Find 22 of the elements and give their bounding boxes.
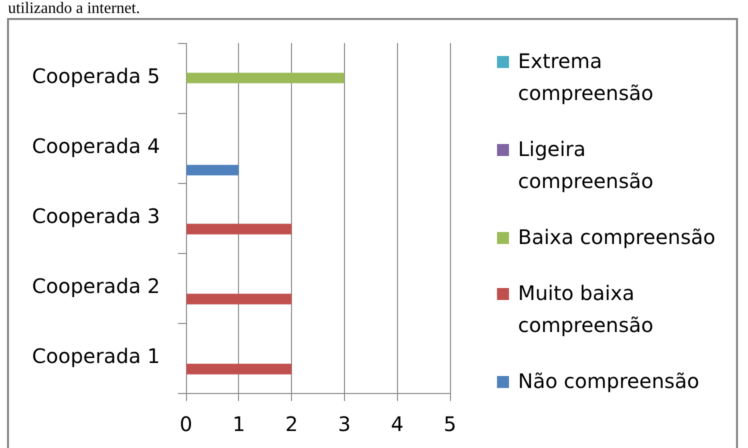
x-tick-label: 0 — [180, 412, 192, 436]
x-tick-label: 4 — [390, 412, 404, 436]
x-tick-label: 2 — [285, 412, 298, 436]
x-tick-label: 3 — [338, 412, 351, 436]
x-tick-label: 5 — [444, 412, 456, 436]
y-tick-label: Cooperada 1 — [32, 344, 160, 368]
x-tick-label: 1 — [232, 412, 246, 436]
legend-label: Baixa compreensão — [518, 224, 716, 251]
bar — [186, 72, 344, 84]
legend-label: Extrema compreensão — [518, 48, 654, 107]
bar — [186, 164, 239, 176]
bar — [186, 224, 292, 234]
legend-label: Ligeira compreensão — [518, 136, 654, 195]
y-tick-label: Cooperada 4 — [32, 134, 160, 158]
y-tick-label: Cooperada 3 — [32, 204, 160, 228]
legend-label: Muito baixa compreensão — [518, 280, 654, 339]
y-tick-label: Cooperada 2 — [32, 274, 160, 298]
text: utilizando a internet. — [8, 0, 140, 17]
y-tick-label: Cooperada 5 — [32, 64, 160, 88]
legend-label: Não compreensão — [518, 368, 700, 395]
bar — [186, 364, 292, 374]
bar — [186, 294, 292, 304]
